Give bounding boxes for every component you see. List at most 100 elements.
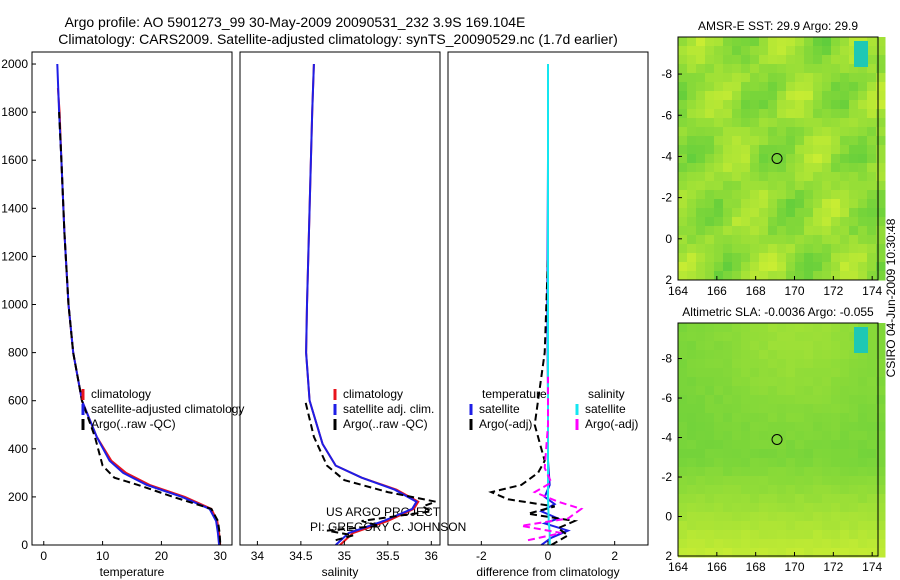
heatmap-cell [741, 377, 751, 387]
heatmap-cell [867, 127, 877, 137]
heatmap-cell [858, 163, 868, 173]
heatmap-cell [750, 359, 760, 369]
heatmap-cell [813, 136, 823, 146]
heatmap-cell [759, 512, 769, 522]
argo-position-marker [771, 434, 783, 445]
heatmap-cell [858, 476, 868, 486]
heatmap-cell [678, 136, 688, 146]
heatmap-cell [696, 208, 706, 218]
heatmap-cell [759, 208, 769, 218]
amsre_sst-field [678, 37, 886, 281]
heatmap-cell [678, 350, 688, 360]
x-tick-label: 164 [668, 284, 688, 298]
heatmap-cell [867, 109, 877, 119]
heatmap-cell [849, 503, 859, 513]
heatmap-cell [705, 548, 715, 558]
heatmap-cell [822, 521, 832, 531]
heatmap-cell [822, 145, 832, 155]
heatmap-cell [831, 127, 841, 137]
heatmap-cell [795, 181, 805, 191]
heatmap-cell [714, 386, 724, 396]
heatmap-cell [687, 181, 697, 191]
heatmap-cell [723, 503, 733, 513]
heatmap-cell [714, 244, 724, 254]
heatmap-cell [768, 73, 778, 83]
heatmap-cell [759, 539, 769, 549]
heatmap-cell [732, 244, 742, 254]
heatmap-cell [687, 109, 697, 119]
heatmap-cell [858, 485, 868, 495]
heatmap-cell [876, 91, 886, 101]
heatmap-cell [696, 172, 706, 182]
heatmap-cell [849, 512, 859, 522]
heatmap-cell [813, 422, 823, 432]
heatmap-cell [840, 449, 850, 459]
heatmap-cell [822, 199, 832, 209]
heatmap-cell [759, 145, 769, 155]
heatmap-cell [705, 395, 715, 405]
heatmap-cell [741, 548, 751, 558]
heatmap-cell [795, 217, 805, 227]
heatmap-cell [831, 100, 841, 110]
heatmap-cell [705, 253, 715, 263]
heatmap-cell [822, 46, 832, 56]
heatmap-cell [804, 172, 814, 182]
heatmap-cell [849, 539, 859, 549]
heatmap-cell [876, 521, 886, 531]
legend-label: Argo(..raw -QC) [91, 417, 176, 431]
heatmap-cell [759, 485, 769, 495]
heatmap-cell [822, 109, 832, 119]
heatmap-cell [777, 530, 787, 540]
heatmap-cell [831, 37, 841, 47]
heatmap-cell [840, 359, 850, 369]
heatmap-cell [759, 37, 769, 47]
heatmap-cell [678, 449, 688, 459]
heatmap-cell [795, 494, 805, 504]
heatmap-cell [777, 386, 787, 396]
heatmap-cell [723, 539, 733, 549]
heatmap-cell [768, 37, 778, 47]
heatmap-cell [723, 512, 733, 522]
series-line-temperature-satellite [539, 64, 571, 545]
heatmap-cell [813, 154, 823, 164]
y-tick-label: 1800 [1, 105, 28, 119]
heatmap-cell [867, 37, 877, 47]
heatmap-cell [840, 440, 850, 450]
heatmap-cell [822, 208, 832, 218]
heatmap-cell [840, 262, 850, 272]
heatmap-cell [858, 467, 868, 477]
heatmap-cell [804, 377, 814, 387]
heatmap-cell [714, 377, 724, 387]
heatmap-cell [732, 449, 742, 459]
heatmap-cell [759, 199, 769, 209]
heatmap-cell [795, 37, 805, 47]
heatmap-cell [687, 136, 697, 146]
heatmap-cell [696, 440, 706, 450]
heatmap-cell [741, 449, 751, 459]
heatmap-cell [840, 172, 850, 182]
y-tick-label: 2 [665, 273, 672, 287]
heatmap-cell [858, 386, 868, 396]
heatmap-cell [723, 377, 733, 387]
heatmap-cell [723, 449, 733, 459]
heatmap-cell [750, 64, 760, 74]
heatmap-cell [678, 440, 688, 450]
heatmap-cell [786, 530, 796, 540]
heatmap-cell [732, 127, 742, 137]
heatmap-cell [777, 199, 787, 209]
heatmap-cell [849, 548, 859, 558]
heatmap-cell [786, 467, 796, 477]
heatmap-cell [786, 271, 796, 281]
heatmap-cell [804, 494, 814, 504]
heatmap-cell [687, 539, 697, 549]
heatmap-cell [777, 100, 787, 110]
heatmap-cell [876, 244, 886, 254]
heatmap-cell [822, 377, 832, 387]
map-frame [677, 36, 879, 281]
heatmap-cell [804, 548, 814, 558]
heatmap-cell [822, 73, 832, 83]
heatmap-cell [795, 46, 805, 56]
heatmap-cell [759, 154, 769, 164]
heatmap-cell [696, 217, 706, 227]
